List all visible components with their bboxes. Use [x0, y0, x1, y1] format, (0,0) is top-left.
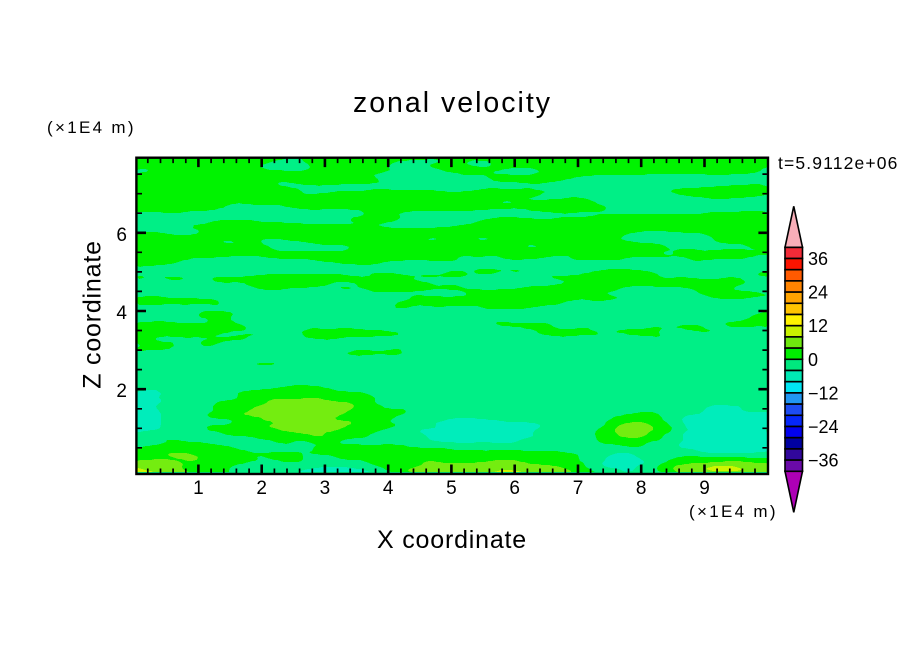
svg-text:8: 8 [636, 478, 647, 499]
svg-text:2: 2 [116, 381, 127, 402]
svg-text:7: 7 [573, 478, 584, 499]
svg-text:zonal velocity: zonal velocity [353, 87, 552, 119]
svg-text:(×1E4 m): (×1E4 m) [689, 502, 778, 521]
svg-text:6: 6 [116, 225, 127, 246]
svg-text:1: 1 [193, 478, 204, 499]
svg-text:2: 2 [256, 478, 267, 499]
svg-text:4: 4 [116, 303, 127, 324]
svg-text:X coordinate: X coordinate [377, 526, 527, 554]
svg-text:24: 24 [808, 283, 828, 303]
svg-text:6: 6 [509, 478, 520, 499]
svg-text:−24: −24 [808, 417, 839, 437]
svg-text:36: 36 [808, 249, 828, 269]
svg-text:9: 9 [699, 478, 710, 499]
svg-text:0: 0 [808, 350, 818, 370]
svg-text:4: 4 [383, 478, 394, 499]
svg-text:12: 12 [808, 316, 828, 336]
svg-text:3: 3 [320, 478, 331, 499]
svg-text:−12: −12 [808, 383, 839, 403]
svg-text:Z coordinate: Z coordinate [79, 240, 107, 389]
svg-text:−36: −36 [808, 451, 839, 471]
svg-text:t=5.9112e+06: t=5.9112e+06 [778, 153, 899, 173]
svg-text:5: 5 [446, 478, 457, 499]
svg-text:(×1E4 m): (×1E4 m) [47, 118, 136, 137]
